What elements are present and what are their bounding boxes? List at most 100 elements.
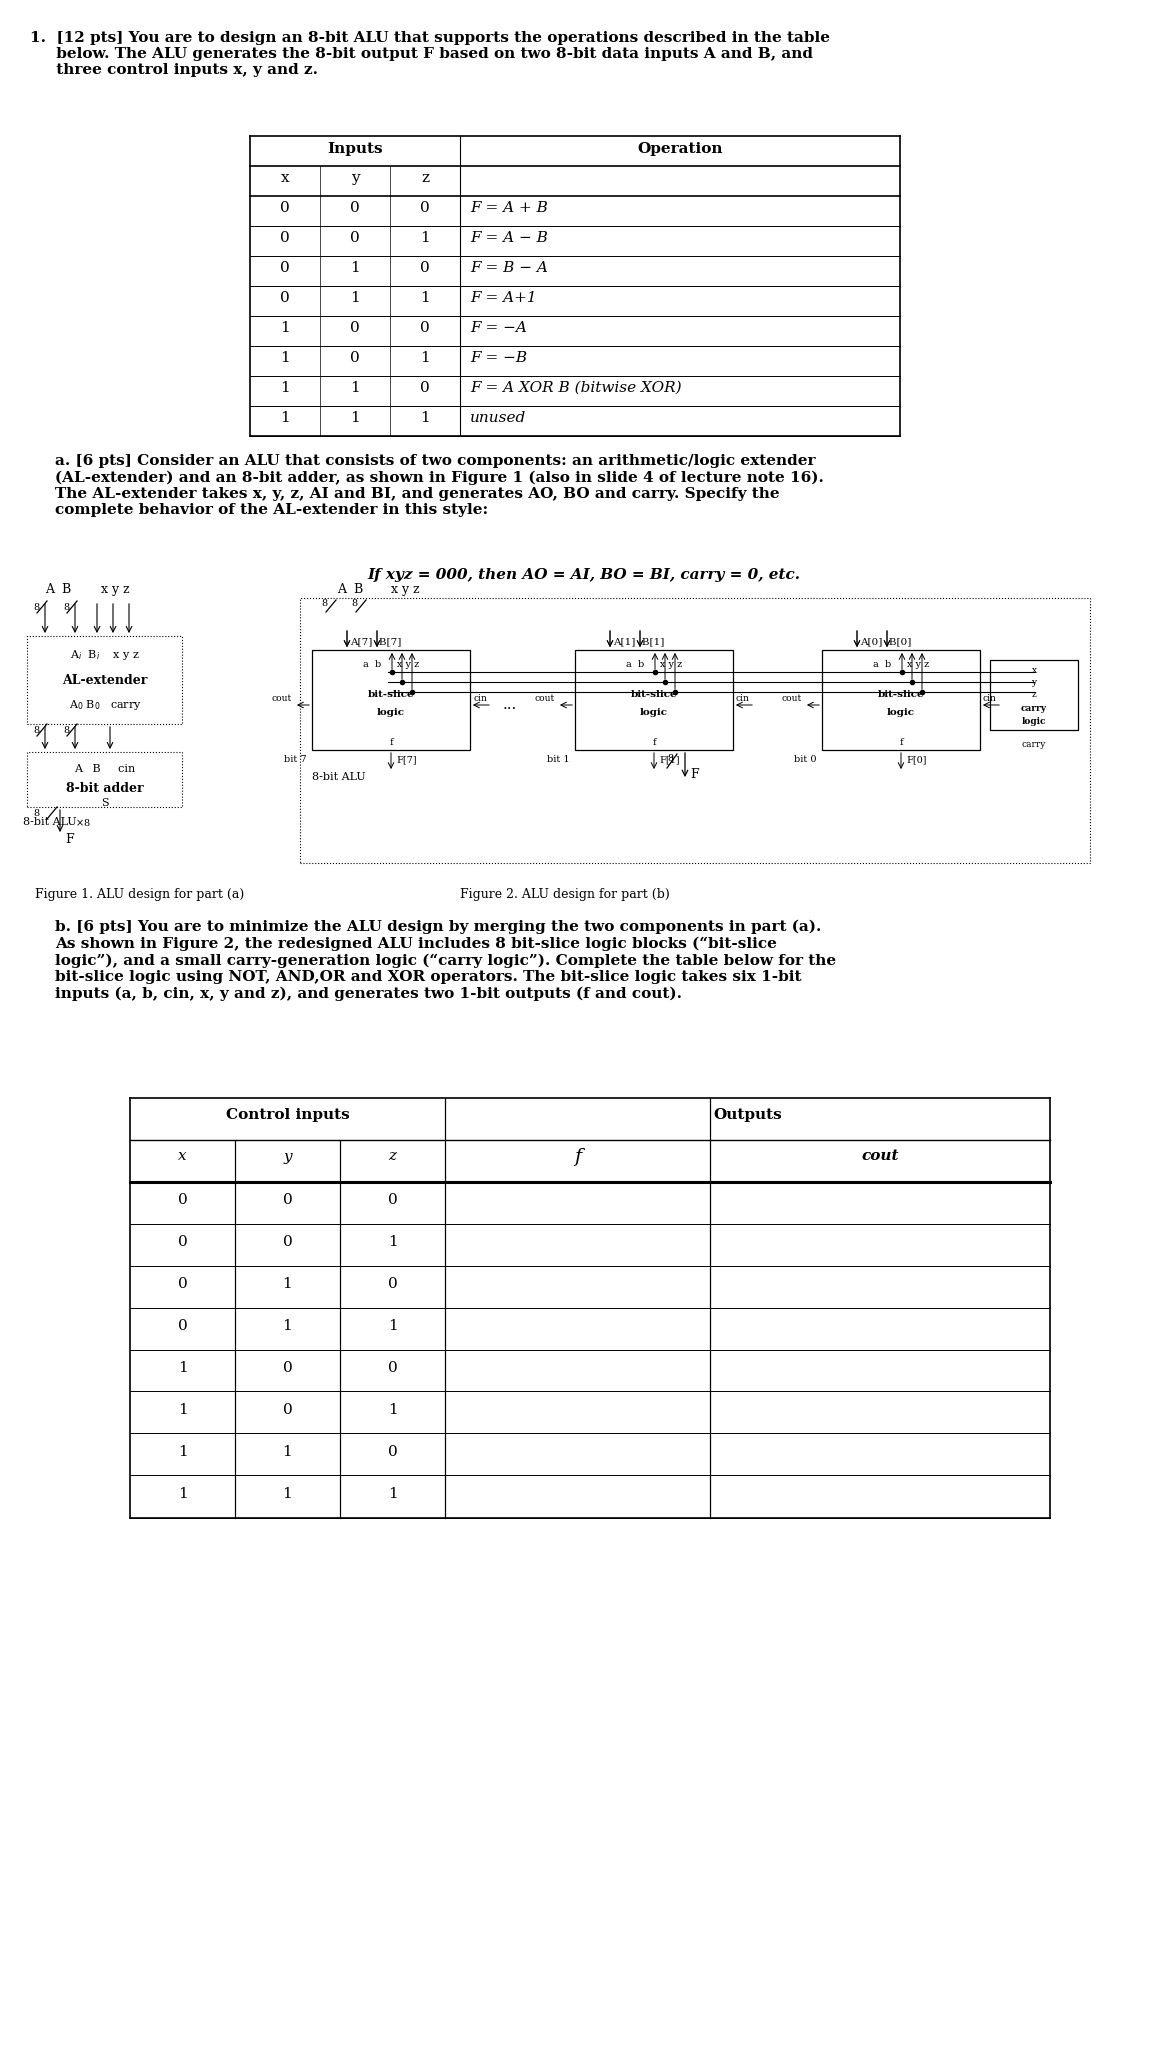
- Text: F = −B: F = −B: [470, 352, 527, 364]
- Text: 1: 1: [388, 1487, 397, 1502]
- Text: F = −A: F = −A: [470, 321, 527, 336]
- Text: f: f: [652, 739, 655, 747]
- Text: F: F: [690, 767, 698, 782]
- Text: f: f: [899, 739, 903, 747]
- Text: 0: 0: [178, 1236, 187, 1250]
- Text: y: y: [350, 172, 360, 184]
- Bar: [822, 651, 980, 751]
- Text: 1: 1: [178, 1404, 187, 1418]
- Text: bit-slice: bit-slice: [877, 690, 924, 700]
- Text: 1: 1: [420, 411, 430, 426]
- Text: 0: 0: [388, 1447, 397, 1459]
- Text: F: F: [65, 833, 74, 845]
- Text: F = A XOR B (bitwise XOR): F = A XOR B (bitwise XOR): [470, 381, 682, 395]
- Text: F = B − A: F = B − A: [470, 262, 548, 274]
- Text: $\times$8: $\times$8: [75, 816, 91, 829]
- Text: cin: cin: [473, 694, 487, 704]
- Text: A  B: A B: [44, 583, 71, 595]
- Text: 0: 0: [280, 291, 290, 305]
- Text: Control inputs: Control inputs: [225, 1107, 349, 1121]
- Text: 0: 0: [420, 381, 430, 395]
- Text: F = A + B: F = A + B: [470, 201, 548, 215]
- Text: 0: 0: [178, 1193, 187, 1207]
- Text: A$_i$  B$_i$    x y z: A$_i$ B$_i$ x y z: [70, 649, 140, 663]
- Text: 0: 0: [420, 321, 430, 336]
- Text: F = A+1: F = A+1: [470, 291, 536, 305]
- Bar: [575, 651, 734, 751]
- Text: x: x: [1031, 667, 1036, 675]
- Text: 0: 0: [283, 1404, 292, 1418]
- Text: b. [6 pts] You are to minimize the ALU design by merging the two components in p: b. [6 pts] You are to minimize the ALU d…: [55, 921, 836, 1000]
- Text: 0: 0: [420, 262, 430, 274]
- Text: 0: 0: [283, 1236, 292, 1250]
- Text: Operation: Operation: [638, 141, 723, 155]
- Text: 8: 8: [33, 602, 39, 612]
- Text: z: z: [420, 172, 429, 184]
- Text: 1: 1: [178, 1447, 187, 1459]
- Text: Outputs: Outputs: [714, 1107, 781, 1121]
- Text: 8-bit adder: 8-bit adder: [67, 782, 144, 796]
- Text: cout: cout: [272, 694, 292, 704]
- Text: 8: 8: [667, 755, 673, 763]
- Text: 1: 1: [388, 1404, 397, 1418]
- Text: 1: 1: [280, 321, 290, 336]
- Text: x: x: [179, 1150, 187, 1164]
- Text: 0: 0: [178, 1320, 187, 1334]
- Text: A  B: A B: [336, 583, 363, 595]
- Text: a  b     x y z: a b x y z: [872, 661, 929, 669]
- Text: cout: cout: [861, 1150, 898, 1164]
- Text: 8: 8: [33, 726, 39, 735]
- Text: 0: 0: [283, 1361, 292, 1375]
- Text: 1: 1: [350, 411, 360, 426]
- Text: S: S: [102, 798, 109, 808]
- Text: 0: 0: [280, 231, 290, 246]
- Text: carry: carry: [1022, 741, 1047, 749]
- Bar: [27, 636, 182, 724]
- Text: bit 1: bit 1: [548, 755, 570, 763]
- Text: a. [6 pts] Consider an ALU that consists of two components: an arithmetic/logic : a. [6 pts] Consider an ALU that consists…: [55, 454, 823, 518]
- Text: 8-bit ALU: 8-bit ALU: [312, 771, 366, 782]
- Text: x y z: x y z: [100, 583, 130, 595]
- Text: 1: 1: [420, 231, 430, 246]
- Text: A[0]  B[0]: A[0] B[0]: [861, 636, 912, 647]
- Bar: [300, 597, 1090, 863]
- Text: y: y: [283, 1150, 292, 1164]
- Text: bit 7: bit 7: [284, 755, 307, 763]
- Text: 0: 0: [280, 201, 290, 215]
- Text: 0: 0: [388, 1277, 397, 1291]
- Text: cin: cin: [983, 694, 996, 704]
- Bar: [990, 661, 1078, 730]
- Text: 8-bit ALU: 8-bit ALU: [23, 816, 77, 827]
- Bar: [312, 651, 470, 751]
- Text: 1: 1: [178, 1487, 187, 1502]
- Text: 0: 0: [388, 1193, 397, 1207]
- Text: A   B     cin: A B cin: [75, 763, 135, 773]
- Text: 0: 0: [350, 352, 360, 364]
- Text: 8: 8: [63, 726, 69, 735]
- Text: 1: 1: [388, 1320, 397, 1334]
- Text: 1: 1: [283, 1320, 292, 1334]
- Text: bit 0: bit 0: [794, 755, 816, 763]
- Text: x y z: x y z: [390, 583, 419, 595]
- Text: Figure 2. ALU design for part (b): Figure 2. ALU design for part (b): [460, 888, 669, 900]
- Text: 1: 1: [280, 381, 290, 395]
- Text: logic: logic: [640, 708, 668, 716]
- Text: 0: 0: [283, 1193, 292, 1207]
- Text: 1: 1: [350, 262, 360, 274]
- Text: carry: carry: [1021, 704, 1047, 712]
- Text: ...: ...: [503, 698, 517, 712]
- Text: 1: 1: [283, 1487, 292, 1502]
- Text: 0: 0: [350, 231, 360, 246]
- Text: unused: unused: [470, 411, 527, 426]
- Text: 1: 1: [350, 381, 360, 395]
- Text: logic: logic: [377, 708, 405, 716]
- Bar: [27, 753, 182, 806]
- Text: 1.  [12 pts] You are to design an 8-bit ALU that supports the operations describ: 1. [12 pts] You are to design an 8-bit A…: [30, 31, 830, 78]
- Text: 8: 8: [63, 602, 69, 612]
- Text: 0: 0: [388, 1361, 397, 1375]
- Text: 1: 1: [420, 291, 430, 305]
- Text: y: y: [1031, 677, 1036, 687]
- Text: 1: 1: [283, 1447, 292, 1459]
- Text: bit-slice: bit-slice: [631, 690, 677, 700]
- Text: a  b     x y z: a b x y z: [363, 661, 419, 669]
